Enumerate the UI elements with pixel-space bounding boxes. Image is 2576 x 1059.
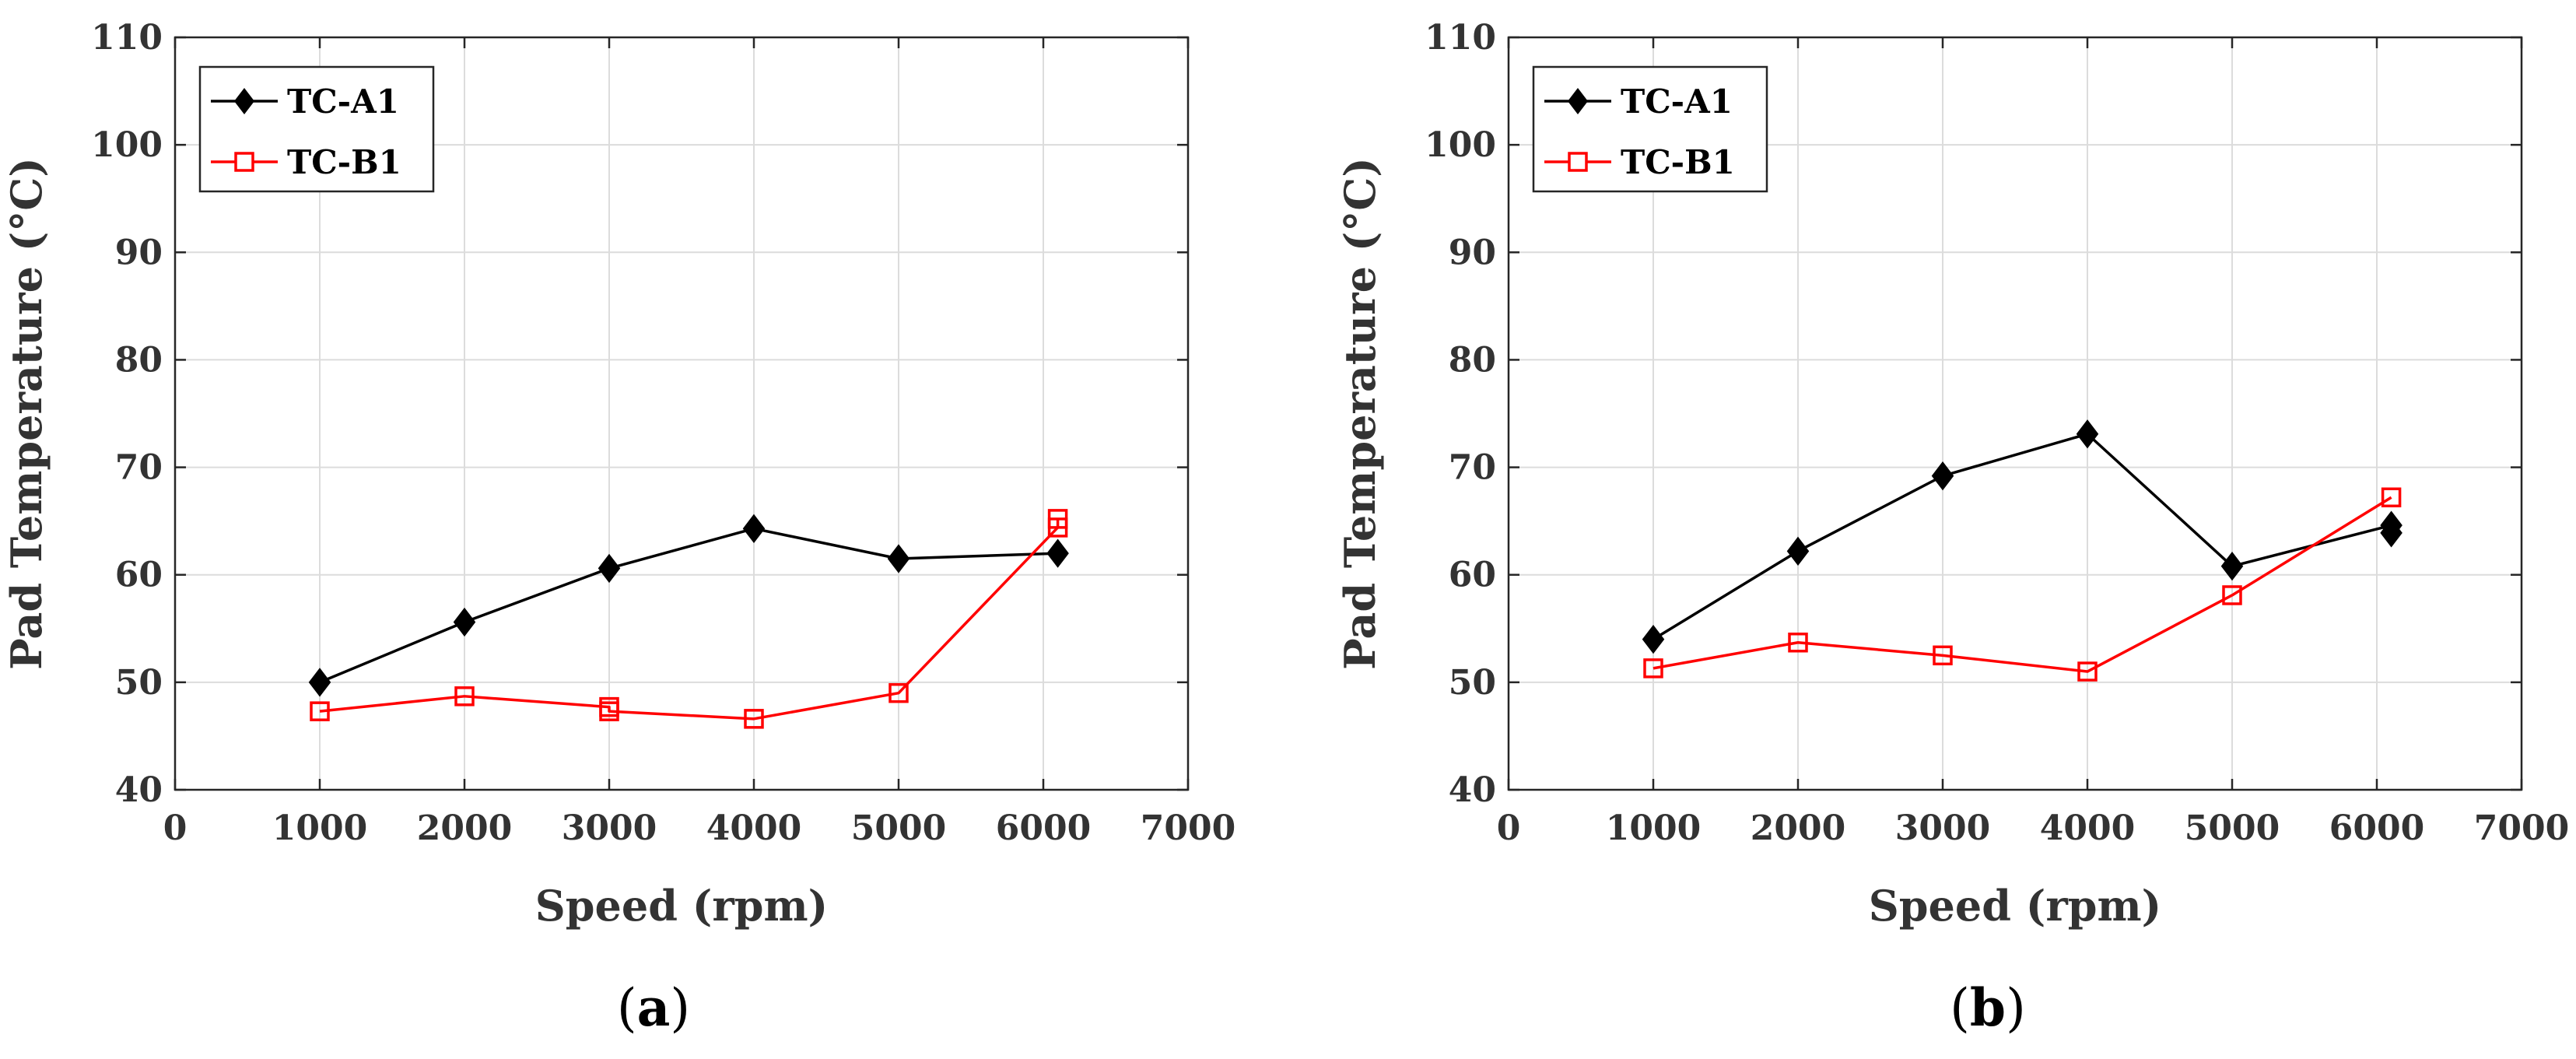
- y-tick-label: 90: [1449, 233, 1496, 272]
- caption-open-paren: (: [617, 978, 637, 1038]
- x-tick-label: 5000: [851, 808, 946, 848]
- series-line-tc-b1: [1652, 496, 2392, 673]
- y-tick-label: 80: [115, 340, 163, 380]
- x-tick-label: 3000: [562, 808, 657, 848]
- x-tick-label: 2000: [1751, 808, 1845, 848]
- x-tick-label: 1000: [1606, 808, 1701, 848]
- y-tick-label: 110: [91, 18, 163, 58]
- caption-open-paren: (: [1950, 978, 1970, 1038]
- y-tick-label: 50: [1449, 663, 1496, 703]
- x-tick-label: 0: [163, 808, 188, 848]
- series-line-tc-a1: [319, 527, 1058, 684]
- y-tick-label: 110: [1425, 18, 1496, 58]
- data-point-tc-b1: [1643, 658, 1663, 679]
- x-tick-label: 6000: [996, 808, 1091, 848]
- x-axis-label: Speed (rpm): [1869, 881, 2161, 931]
- legend-marker-diamond: [234, 88, 254, 114]
- data-point-tc-b1: [599, 701, 619, 721]
- x-tick-label: 6000: [2329, 808, 2424, 848]
- x-tick-label: 1000: [272, 808, 367, 848]
- y-tick-label: 60: [115, 556, 163, 595]
- data-point-tc-a1: [453, 607, 476, 637]
- legend-label: TC-A1: [1621, 82, 1733, 121]
- x-tick-label: 4000: [2040, 808, 2135, 848]
- data-point-tc-a1: [887, 544, 910, 573]
- legend-marker-square: [234, 152, 254, 172]
- legend-entry-tc-b1: TC-B1: [1544, 143, 1735, 181]
- axes-frame: [1507, 36, 2523, 791]
- y-tick-label: 100: [1425, 125, 1496, 165]
- legend-label: TC-B1: [287, 143, 401, 181]
- x-tick-label: 7000: [2474, 808, 2569, 848]
- y-tick-label: 40: [1449, 770, 1496, 810]
- x-axis-label: Speed (rpm): [535, 881, 828, 931]
- y-tick-label: 60: [1449, 556, 1496, 595]
- data-point-tc-a1: [308, 668, 331, 697]
- x-tick-label: 3000: [1895, 808, 1990, 848]
- y-tick-label: 50: [115, 663, 163, 703]
- legend-box: [1532, 65, 1768, 193]
- data-point-tc-b1: [2077, 661, 2098, 682]
- legend-label: TC-B1: [1621, 143, 1735, 181]
- data-point-tc-a1: [598, 553, 621, 584]
- data-point-tc-b1: [2222, 585, 2242, 605]
- data-point-tc-a1: [2380, 518, 2403, 548]
- legend-entry-tc-b1: TC-B1: [211, 143, 401, 181]
- data-point-tc-b1: [310, 701, 330, 721]
- y-tick-label: 80: [1449, 340, 1496, 380]
- y-tick-label: 40: [115, 770, 163, 810]
- panel-caption: (a): [617, 977, 690, 1038]
- x-tick-label: 4000: [706, 808, 801, 848]
- legend: TC-A1 TC-B1: [1532, 65, 1768, 193]
- legend-label: TC-A1: [287, 82, 399, 121]
- data-point-tc-a1: [2220, 552, 2244, 581]
- caption-letter: a: [637, 977, 671, 1038]
- y-tick-label: 70: [1449, 448, 1496, 488]
- x-tick-label: 7000: [1141, 808, 1235, 848]
- x-tick-label: 0: [1497, 808, 1521, 848]
- caption-close-paren: ): [670, 978, 690, 1038]
- data-point-tc-a1: [1786, 536, 1810, 566]
- series-line-tc-b1: [319, 518, 1060, 721]
- data-point-tc-b1: [888, 682, 909, 703]
- legend-entry-tc-a1: TC-A1: [1544, 82, 1733, 121]
- chart-panel-b: 0 1000 2000 3000 4000 5000 6000 7000 40 50 60 70 80 9…: [1335, 18, 2569, 1038]
- legend-marker-diamond: [1568, 88, 1588, 114]
- x-tick-label: 2000: [417, 808, 512, 848]
- data-point-tc-a1: [1046, 538, 1069, 568]
- axes-frame: [173, 36, 1190, 791]
- data-point-tc-b1: [1933, 645, 1953, 666]
- panel-caption: (b): [1950, 977, 2026, 1038]
- caption-letter: b: [1970, 977, 2006, 1038]
- legend-marker-square: [1568, 152, 1588, 172]
- data-point-tc-b1: [454, 686, 475, 707]
- data-point-tc-b1: [1047, 509, 1068, 529]
- data-point-tc-a1: [2076, 419, 2099, 449]
- data-point-tc-a1: [1642, 624, 1665, 654]
- data-point-tc-a1: [742, 514, 766, 543]
- data-point-tc-b1: [744, 709, 764, 729]
- chart-panel-a: 0 1000 2000 3000 4000 5000 6000 7000 40 50 60 70 80 9…: [2, 18, 1235, 1038]
- data-point-tc-a1: [1931, 461, 1954, 491]
- legend-entry-tc-a1: TC-A1: [211, 82, 399, 121]
- legend: TC-A1 TC-B1: [198, 65, 435, 193]
- y-axis-label: Pad Temperature (°C): [1335, 157, 1385, 670]
- data-point-tc-b1: [1788, 632, 1808, 653]
- y-tick-label: 70: [115, 448, 163, 488]
- data-point-tc-b1: [2381, 487, 2402, 508]
- y-tick-label: 90: [115, 233, 163, 272]
- y-axis-label: Pad Temperature (°C): [2, 157, 51, 670]
- caption-close-paren: ): [2006, 978, 2026, 1038]
- y-tick-label: 100: [91, 125, 163, 165]
- x-tick-label: 5000: [2185, 808, 2280, 848]
